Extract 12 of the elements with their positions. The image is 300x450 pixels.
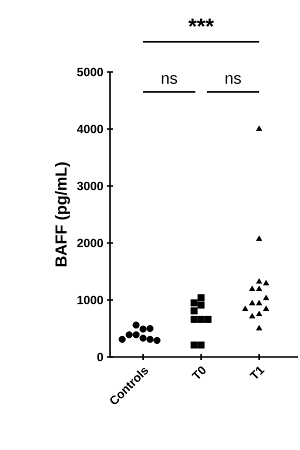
y-tick-label: 4000 — [76, 124, 103, 134]
text: *** — [188, 18, 214, 27]
y-axis-title: BAFF (pg/mL) — [54, 162, 70, 266]
x-tick-label: T0 — [191, 366, 206, 379]
y-tick-label: 0 — [97, 352, 103, 362]
y-tick-label: 2000 — [77, 238, 103, 248]
x-tick-label: T1 — [249, 366, 265, 379]
annotation: ns — [226, 75, 241, 84]
annotation: ns — [162, 75, 178, 84]
y-tick-label: 1000 — [78, 296, 103, 304]
y-tick-label: 3000 — [77, 182, 103, 190]
y-tick-label: 5000 — [77, 68, 103, 76]
